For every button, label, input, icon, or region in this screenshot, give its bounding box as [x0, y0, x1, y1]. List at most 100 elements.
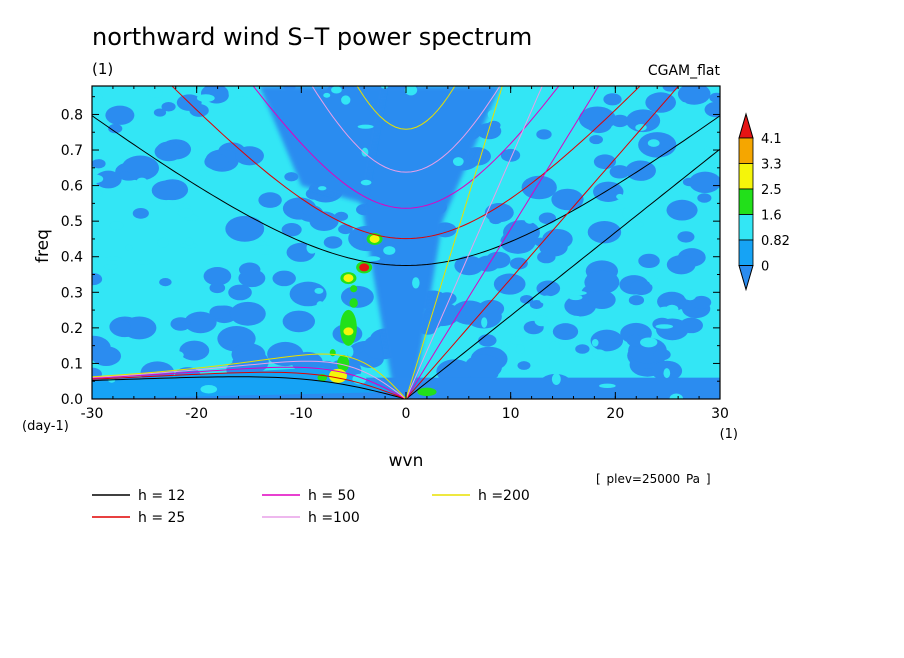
field-patch — [539, 237, 568, 257]
field-patch — [677, 231, 695, 243]
field-patch — [630, 280, 653, 296]
field-patch — [587, 290, 616, 310]
field-patch — [233, 96, 251, 107]
field-patch — [633, 221, 644, 228]
field-patch — [357, 124, 374, 129]
colorbar-segment — [738, 239, 754, 266]
field-patch — [656, 160, 670, 165]
field-patch — [501, 342, 509, 352]
green-spot — [329, 349, 336, 357]
field-patch — [125, 244, 133, 251]
colorbar-label: 0 — [761, 260, 769, 275]
field-patch — [539, 295, 554, 305]
rossby-curve — [92, 376, 407, 399]
colorbar-segment — [738, 188, 754, 215]
field-patch — [161, 102, 176, 112]
x-tick-label: 0 — [402, 406, 411, 422]
field-patch — [487, 109, 498, 120]
field-patch — [338, 224, 353, 235]
field-patch — [108, 123, 123, 134]
field-patch — [638, 253, 660, 269]
field-patch — [538, 212, 557, 225]
field-patch — [315, 249, 322, 259]
field-patch — [92, 150, 104, 160]
field-patch — [323, 236, 343, 249]
colorbar-label: 1.6 — [761, 209, 782, 224]
field-patch — [347, 346, 354, 358]
field-patch — [647, 139, 660, 147]
field-patch — [105, 105, 135, 125]
y-tick-label: 0.0 — [61, 392, 83, 408]
x-tick-label: 30 — [711, 406, 729, 422]
field-patch — [509, 257, 528, 270]
field-patch — [272, 270, 296, 287]
field-patch — [167, 350, 184, 360]
field-patch — [536, 280, 561, 297]
kelvin-curve — [405, 86, 600, 399]
field-patch — [118, 171, 132, 180]
field-patch — [229, 301, 266, 326]
field-patch — [404, 86, 418, 96]
field-patch — [534, 315, 549, 327]
field-patch — [569, 290, 587, 296]
field-patch — [625, 160, 656, 181]
hotspot — [359, 263, 370, 272]
field-patch — [578, 106, 616, 132]
field-patch — [645, 92, 676, 113]
field-patch — [209, 282, 226, 294]
field-patch — [305, 188, 324, 200]
y-tick-label: 0.2 — [61, 321, 83, 337]
field-patch — [622, 207, 633, 220]
field-patch — [465, 304, 502, 329]
field-patch — [475, 255, 500, 272]
field-patch — [697, 193, 712, 203]
hotspot — [343, 327, 354, 336]
y-tick-label: 0.1 — [61, 356, 83, 372]
field-patch — [282, 310, 316, 333]
gravity-curve — [92, 115, 720, 266]
green-spot — [350, 285, 358, 293]
field-patch — [656, 318, 689, 341]
field-patch — [591, 349, 607, 360]
field-patch — [520, 294, 534, 304]
chart-subtitle: (1) — [92, 60, 113, 78]
field-patch — [159, 277, 172, 287]
field-patch — [92, 346, 122, 366]
field-patch — [103, 263, 118, 270]
field-patch — [92, 243, 100, 251]
field-patch — [92, 159, 106, 169]
field-patch — [257, 244, 274, 255]
field-patch — [289, 281, 327, 307]
field-patch — [228, 284, 252, 301]
hotspot — [343, 274, 354, 283]
field-patch — [134, 260, 152, 265]
field-patch — [593, 154, 616, 170]
field-patch — [436, 276, 444, 284]
field-patch — [500, 148, 521, 162]
field-patch — [616, 193, 624, 200]
x-axis-title: wvn — [389, 451, 424, 471]
field-patch — [591, 339, 599, 347]
chart-title: northward wind S–T power spectrum — [92, 23, 532, 51]
y-tick-label: 0.6 — [61, 179, 83, 195]
rossby-curve — [92, 353, 407, 399]
gravity-curve — [252, 86, 560, 209]
field-patch — [551, 373, 561, 385]
field-patch — [436, 359, 473, 384]
hotspot — [369, 234, 380, 243]
field-patch — [314, 287, 324, 294]
field-patch — [653, 348, 671, 361]
field-patch — [523, 211, 536, 224]
colorbar-top-arrow — [738, 112, 754, 139]
field-patch — [493, 273, 526, 295]
field-patch — [316, 301, 324, 309]
field-patch — [610, 114, 630, 128]
x-unit-label: (1) — [720, 427, 738, 442]
field-patch — [507, 307, 525, 318]
field-patch — [464, 354, 502, 380]
field-patch — [254, 240, 267, 246]
rossby-curve — [92, 360, 407, 399]
low-power-region — [259, 86, 386, 204]
field-patch — [557, 109, 568, 118]
